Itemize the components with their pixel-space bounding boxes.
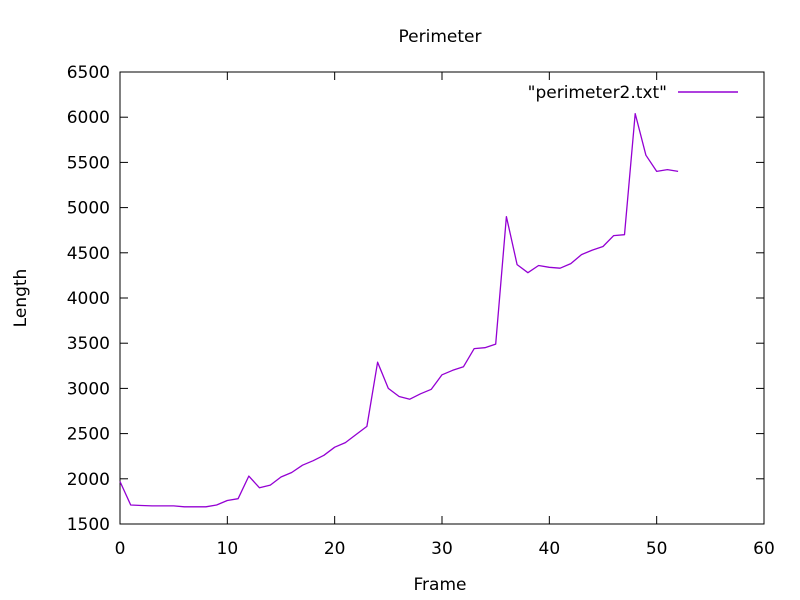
x-tick-label: 40	[539, 539, 561, 559]
y-tick-label: 4000	[67, 289, 110, 309]
x-axis-label: Frame	[414, 575, 467, 595]
y-axis-label: Length	[11, 269, 31, 328]
y-tick-label: 3500	[67, 334, 110, 354]
chart-title: Perimeter	[399, 27, 482, 47]
legend: "perimeter2.txt"	[528, 83, 738, 103]
y-tick-label: 2000	[67, 470, 110, 490]
plot-frame	[119, 71, 765, 525]
x-tick-label: 50	[646, 539, 668, 559]
y-tick-label: 5000	[67, 199, 110, 219]
y-tick-label: 6500	[67, 63, 110, 83]
legend-label: "perimeter2.txt"	[528, 83, 667, 103]
y-tick-label: 2500	[67, 425, 110, 445]
y-tick-label: 1500	[67, 515, 110, 535]
series-line	[119, 112, 679, 508]
x-tick-label: 30	[431, 539, 453, 559]
x-tick-label: 10	[217, 539, 239, 559]
y-tick-label: 3000	[67, 379, 110, 399]
y-tick-label: 4500	[67, 244, 110, 264]
x-tick-label: 20	[324, 539, 346, 559]
x-tick-label: 0	[115, 539, 126, 559]
y-tick-label: 5500	[67, 153, 110, 173]
x-tick-label: 60	[753, 539, 775, 559]
y-tick-label: 6000	[67, 108, 110, 128]
